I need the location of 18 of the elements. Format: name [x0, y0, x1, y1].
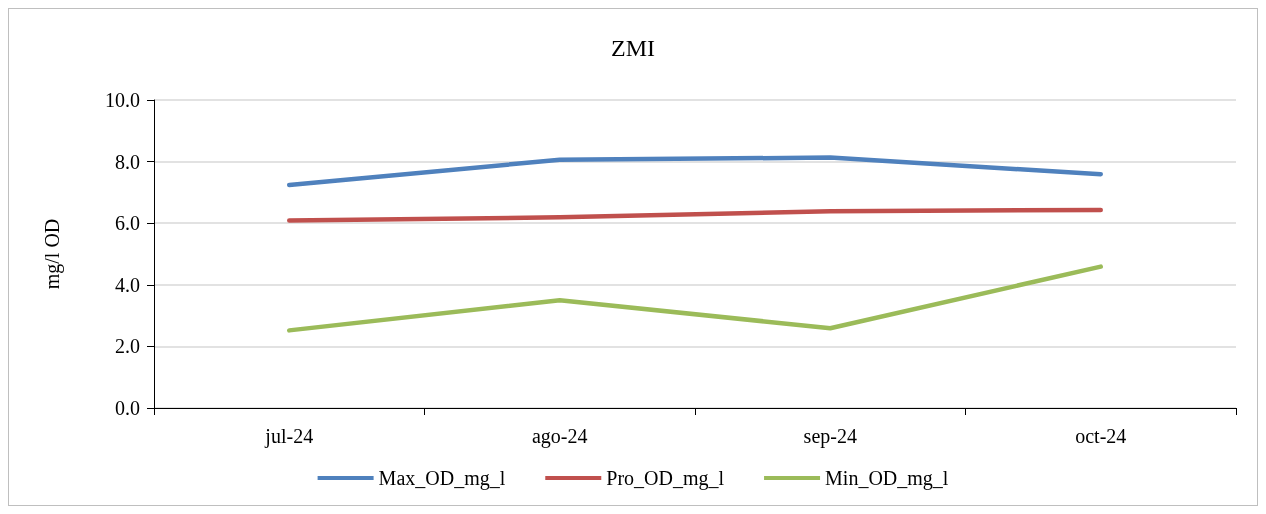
- line-series: [287, 155, 1103, 188]
- y-tick-label: 10.0: [105, 89, 140, 111]
- x-tick-label: ago-24: [531, 425, 588, 448]
- x-tick-label: sep-24: [803, 425, 857, 448]
- line-series: [287, 264, 1103, 333]
- legend-label: Min_OD_mg_l: [825, 467, 949, 490]
- y-axis-title: mg/l OD: [41, 218, 64, 290]
- line-series: [287, 207, 1103, 223]
- x-tick-label: jul-24: [264, 425, 314, 448]
- y-tick-label: 0.0: [115, 397, 140, 419]
- legend-label: Pro_OD_mg_l: [606, 467, 725, 490]
- legend-label: Max_OD_mg_l: [378, 467, 506, 490]
- y-tick-label: 8.0: [115, 150, 140, 173]
- y-tick-label: 2.0: [115, 335, 140, 358]
- chart-title: ZMI: [611, 35, 655, 61]
- y-tick-label: 6.0: [115, 212, 140, 235]
- x-tick-label: oct-24: [1075, 425, 1127, 447]
- y-tick-label: 4.0: [115, 273, 140, 296]
